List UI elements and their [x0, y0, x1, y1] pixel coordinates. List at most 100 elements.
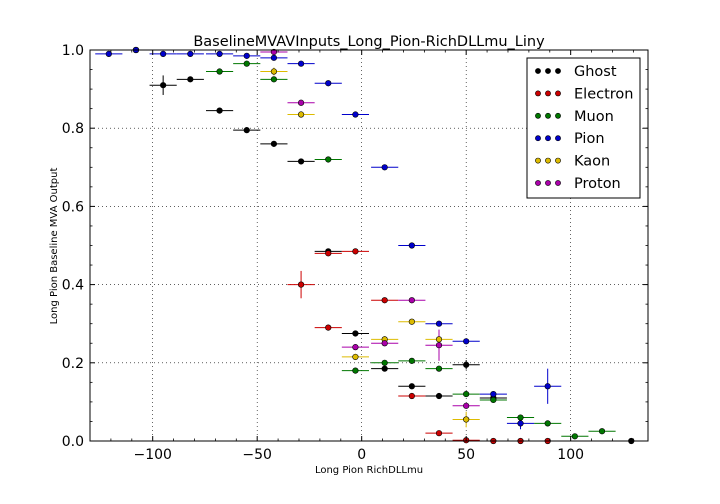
electron-point — [435, 430, 443, 437]
kaon-legend-label: Kaon — [574, 154, 610, 170]
ghost-point — [352, 330, 359, 337]
proton-point — [463, 402, 470, 409]
proton-legend-marker — [545, 180, 551, 186]
pion-point — [216, 50, 223, 58]
muon-point — [598, 428, 606, 435]
ghost-point — [297, 158, 305, 165]
ghost-legend-marker — [555, 68, 561, 74]
data-markers — [105, 46, 635, 445]
x-tick-label: 50 — [457, 447, 475, 463]
proton-legend-label: Proton — [574, 176, 621, 192]
ghost-point — [187, 76, 194, 83]
electron-point — [381, 297, 388, 304]
x-tick-label: −50 — [242, 447, 272, 463]
ghost-legend-marker — [535, 68, 541, 74]
ghost-point — [243, 127, 250, 134]
electron-point — [325, 324, 332, 331]
y-tick-label: 0.4 — [62, 278, 84, 294]
electron-legend-marker — [545, 90, 551, 97]
kaon-point — [463, 416, 470, 423]
x-tick-label: −100 — [133, 447, 171, 463]
ghost-point — [160, 82, 167, 89]
x-tick-label: 100 — [557, 447, 584, 463]
electron-legend-marker — [555, 90, 561, 97]
kaon-legend-marker — [555, 157, 561, 164]
y-tick-label: 1.0 — [62, 43, 84, 59]
pion-point — [187, 50, 194, 58]
pion-point — [490, 390, 497, 398]
pion-point — [517, 420, 524, 427]
legend-box — [526, 57, 641, 199]
muon-point — [325, 156, 332, 163]
y-axis-label: Long Pion Baseline MVA Output — [49, 168, 60, 325]
pion-legend-marker — [535, 135, 541, 142]
kaon-point — [408, 318, 415, 325]
pion-point — [325, 80, 332, 87]
kaon-point — [270, 68, 278, 75]
pion-point — [544, 383, 551, 390]
muon-point — [216, 68, 223, 75]
ghost-point — [270, 140, 278, 147]
electron-legend-label: Electron — [574, 86, 633, 102]
ghost-legend-label: Ghost — [574, 64, 617, 80]
muon-point — [517, 414, 524, 421]
pion-point — [105, 50, 112, 58]
kaon-legend-marker — [535, 157, 541, 164]
electron-point — [352, 248, 359, 255]
kaon-point — [435, 336, 443, 343]
proton-point — [408, 297, 415, 304]
pion-legend-label: Pion — [574, 131, 605, 147]
proton-point — [381, 340, 388, 347]
pion-legend-marker — [555, 135, 561, 142]
muon-point — [544, 420, 551, 427]
kaon-point — [297, 111, 305, 118]
ghost-point — [463, 361, 470, 368]
muon-point — [270, 76, 278, 83]
muon-legend-label: Muon — [574, 109, 614, 125]
kaon-legend-marker — [545, 157, 551, 164]
proton-point — [297, 99, 305, 106]
muon-point — [352, 367, 359, 374]
muon-point — [463, 390, 470, 398]
pion-point — [381, 164, 388, 171]
electron-point — [297, 281, 305, 288]
electron-point — [408, 392, 415, 400]
ghost-point — [435, 392, 443, 400]
y-tick-label: 0.2 — [62, 356, 84, 372]
pion-point — [297, 60, 305, 67]
pion-point — [243, 52, 250, 59]
ghost-point — [408, 383, 415, 390]
ghost-legend-marker — [545, 68, 551, 74]
kaon-point — [352, 353, 359, 361]
x-tick-label: 0 — [357, 447, 366, 463]
pion-legend-marker — [545, 135, 551, 142]
ghost-point — [381, 365, 388, 372]
proton-point — [270, 48, 278, 56]
muon-point — [243, 60, 250, 67]
electron-legend-marker — [535, 90, 541, 97]
electron-point — [325, 250, 332, 257]
y-tick-label: 0.0 — [62, 434, 84, 450]
ghost-point — [216, 107, 223, 114]
pion-point — [408, 242, 415, 249]
pion-point — [270, 54, 278, 61]
pion-point — [435, 320, 443, 327]
pion-point — [352, 111, 359, 118]
muon-point — [435, 365, 443, 372]
proton-point — [435, 342, 443, 349]
x-axis-label: Long Pion RichDLLmu — [315, 465, 423, 476]
muon-point — [490, 396, 497, 404]
muon-point — [571, 433, 578, 440]
legend: Ghost Electron Muon Pion Kaon Proton — [526, 57, 641, 199]
y-tick-label: 0.6 — [62, 199, 84, 215]
muon-point — [381, 359, 388, 366]
proton-legend-marker — [535, 180, 541, 186]
muon-legend-marker — [555, 112, 561, 119]
pion-point — [463, 338, 470, 345]
muon-legend-marker — [535, 112, 541, 119]
y-tick-label: 0.8 — [62, 121, 84, 137]
pion-point — [160, 50, 167, 58]
axis-ticks: −100 −50 0 50 100 0.0 0.2 0.4 0.6 0.8 1.0 — [62, 43, 648, 463]
proton-legend-marker — [555, 180, 561, 186]
